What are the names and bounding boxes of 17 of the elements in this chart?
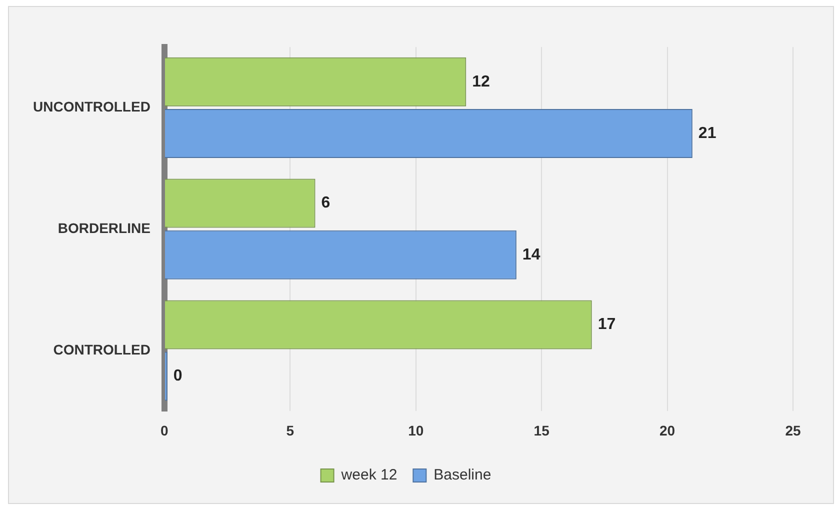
y-tick-label: UNCONTROLLED — [32, 98, 150, 115]
data-label: 21 — [698, 124, 716, 142]
x-tick-label: 5 — [286, 422, 294, 438]
legend-label: week 12 — [340, 466, 398, 484]
x-tick-label: 25 — [785, 422, 801, 438]
x-tick-label: 0 — [160, 422, 169, 438]
data-label: 0 — [173, 368, 182, 385]
data-label: 17 — [598, 316, 616, 334]
x-tick-label: 10 — [408, 422, 424, 438]
y-tick-label: BORDERLINE — [58, 220, 150, 236]
y-tick-label: CONTROLLED — [53, 341, 150, 358]
data-label: 14 — [522, 246, 540, 264]
x-tick-label: 20 — [660, 422, 676, 438]
data-label: 12 — [472, 73, 490, 90]
x-tick-label: 15 — [534, 422, 550, 438]
data-label: 6 — [321, 194, 330, 212]
legend-label: Baseline — [434, 466, 492, 484]
